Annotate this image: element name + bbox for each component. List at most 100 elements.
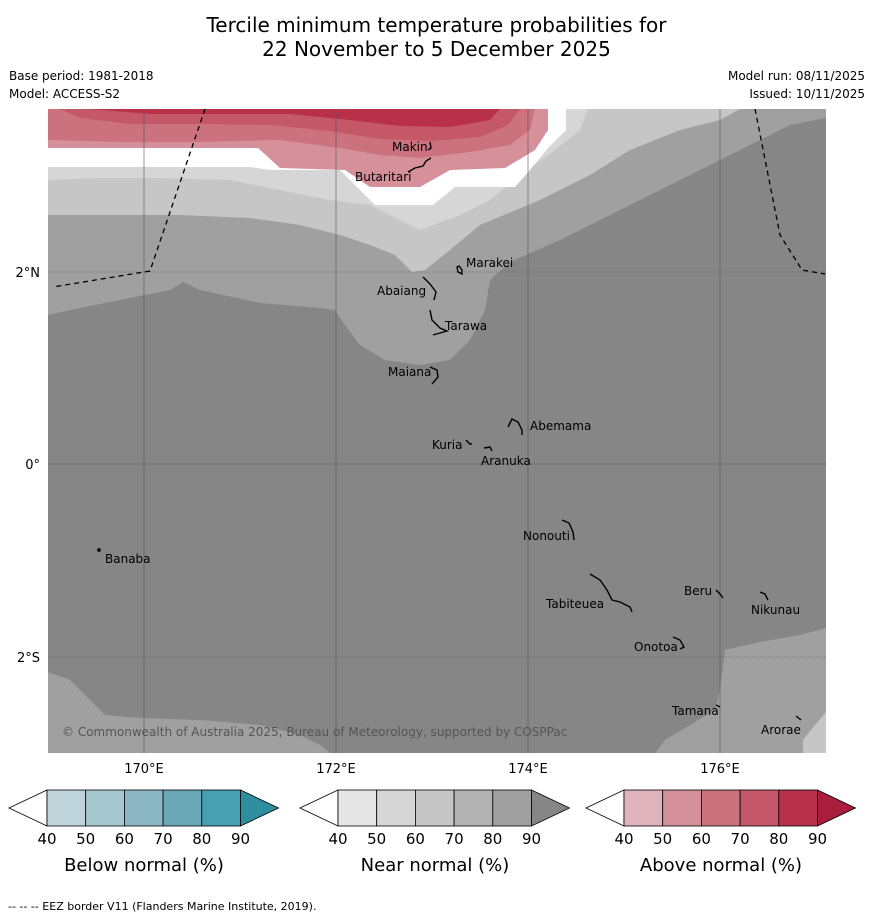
island-nikunau — [759, 591, 769, 601]
island-kuria — [465, 439, 472, 445]
island-maiana — [429, 366, 439, 385]
model-run: Model run: 08/11/2025 — [727, 69, 865, 83]
islands — [97, 141, 802, 721]
graticule — [48, 109, 826, 753]
legend-below-swatch — [124, 789, 164, 827]
legend-near-tick: 70 — [445, 830, 464, 848]
legend-below-swatch — [85, 789, 125, 827]
island-beru — [715, 589, 724, 599]
legend-above-tick: 80 — [769, 830, 788, 848]
eez-border — [52, 109, 826, 288]
legend-below-tick: 60 — [115, 830, 134, 848]
legend-above-swatch — [739, 789, 780, 827]
label-nikunau: Nikunau — [751, 603, 800, 617]
legend-near-tick: 60 — [406, 830, 425, 848]
lat-label-0: 0° — [25, 458, 40, 473]
legend-below-normal: Below normal (%) 40 50 60 70 80 90 — [8, 789, 280, 876]
legend-near-tick: 40 — [328, 830, 347, 848]
legend-above-tick: 40 — [614, 830, 633, 848]
legend-above-tick: 70 — [731, 830, 750, 848]
legend-above-tick: 90 — [808, 830, 827, 848]
label-beru: Beru — [684, 584, 712, 598]
label-maiana: Maiana — [388, 365, 431, 379]
place-labels: Makin Butaritari Marakei Abaiang Tarawa … — [105, 140, 801, 737]
near-normal-70-south-east — [803, 712, 826, 753]
label-aranuka: Aranuka — [481, 454, 531, 468]
base-period: Base period: 1981-2018 — [9, 69, 154, 83]
lat-label-2s: 2°S — [17, 651, 40, 666]
issued-date: Issued: 10/11/2025 — [749, 87, 865, 101]
lon-label-170e: 170°E — [124, 762, 164, 777]
legend-below-tick: 40 — [37, 830, 56, 848]
legend-below-tick: 90 — [231, 830, 250, 848]
legend-near-tick: 80 — [483, 830, 502, 848]
legend-above-max-arrow — [817, 789, 857, 827]
chart-title-line2: 22 November to 5 December 2025 — [262, 37, 611, 61]
legend-near-swatch — [337, 789, 378, 827]
label-abaiang: Abaiang — [377, 284, 426, 298]
legend-below-tick: 70 — [154, 830, 173, 848]
near-normal-80-south-west — [48, 672, 330, 753]
legend-near-title: Near normal (%) — [361, 855, 510, 876]
legend-near-swatch — [492, 789, 532, 827]
legend-near-tick: 90 — [522, 830, 541, 848]
lat-label-2n: 2°N — [16, 266, 41, 281]
legend-above-min-arrow — [585, 789, 625, 827]
island-tarawa — [429, 309, 450, 336]
legend-near-swatch — [414, 789, 455, 827]
legend-near-swatch — [376, 789, 416, 827]
chart-title-line1: Tercile minimum temperature probabilitie… — [206, 13, 667, 37]
legend-above-tick: 50 — [653, 830, 672, 848]
legend-near-min-arrow — [299, 789, 339, 827]
label-tamana: Tamana — [671, 704, 719, 718]
label-butaritari: Butaritari — [355, 170, 412, 184]
label-marakei: Marakei — [466, 256, 513, 270]
island-tamana — [715, 704, 721, 708]
legend-below-min-arrow — [8, 789, 48, 827]
legend-below-tick: 80 — [192, 830, 211, 848]
legend-above-swatch — [778, 789, 818, 827]
lon-label-176e: 176°E — [700, 762, 740, 777]
label-kuria: Kuria — [432, 438, 463, 452]
legend-below-max-arrow — [240, 789, 280, 827]
legend-above-tick: 60 — [692, 830, 711, 848]
lon-label-174e: 174°E — [508, 762, 548, 777]
label-makin: Makin — [392, 140, 428, 154]
legend-near-max-arrow — [531, 789, 571, 827]
island-butaritari — [407, 157, 432, 173]
island-onotoa — [672, 636, 685, 650]
legend-below-tick: 50 — [76, 830, 95, 848]
island-nonouti — [561, 519, 575, 541]
label-arorae: Arorae — [761, 723, 801, 737]
label-tabiteuea: Tabiteuea — [545, 597, 604, 611]
legend-above-swatch — [701, 789, 741, 827]
island-tabiteuea — [589, 573, 633, 613]
island-marakei — [456, 265, 463, 276]
island-abemama — [507, 418, 523, 435]
legend-above-swatch — [662, 789, 702, 827]
copyright-notice: © Commonwealth of Australia 2025, Bureau… — [62, 725, 567, 739]
island-makin — [427, 141, 432, 151]
island-arorae — [795, 715, 802, 721]
label-onotoa: Onotoa — [634, 640, 678, 654]
legend-below-swatch — [162, 789, 203, 827]
eez-footnote: -- -- -- EEZ border V11 (Flanders Marine… — [8, 900, 317, 913]
axis-labels: 2°N 0° 2°S 170°E 172°E 174°E 176°E — [16, 266, 740, 777]
label-tarawa: Tarawa — [444, 319, 487, 333]
probability-map: Makin Butaritari Marakei Abaiang Tarawa … — [48, 109, 826, 753]
legend-near-tick: 50 — [367, 830, 386, 848]
above-normal-80-region — [90, 109, 500, 127]
legend-near-normal: Near normal (%) 40 50 60 70 80 90 — [299, 789, 571, 876]
model-name: Model: ACCESS-S2 — [9, 87, 121, 101]
near-normal-80-south-east — [655, 628, 826, 753]
legend-above-normal: Above normal (%) 40 50 60 70 80 90 — [585, 789, 857, 876]
island-aranuka — [483, 446, 493, 452]
label-banaba: Banaba — [105, 552, 151, 566]
label-nonouti: Nonouti — [523, 529, 570, 543]
lon-label-172e: 172°E — [316, 762, 356, 777]
island-banaba — [97, 548, 101, 552]
legend-above-title: Above normal (%) — [640, 855, 802, 876]
legend-below-swatch — [201, 789, 241, 827]
legend-above-swatch — [623, 789, 664, 827]
